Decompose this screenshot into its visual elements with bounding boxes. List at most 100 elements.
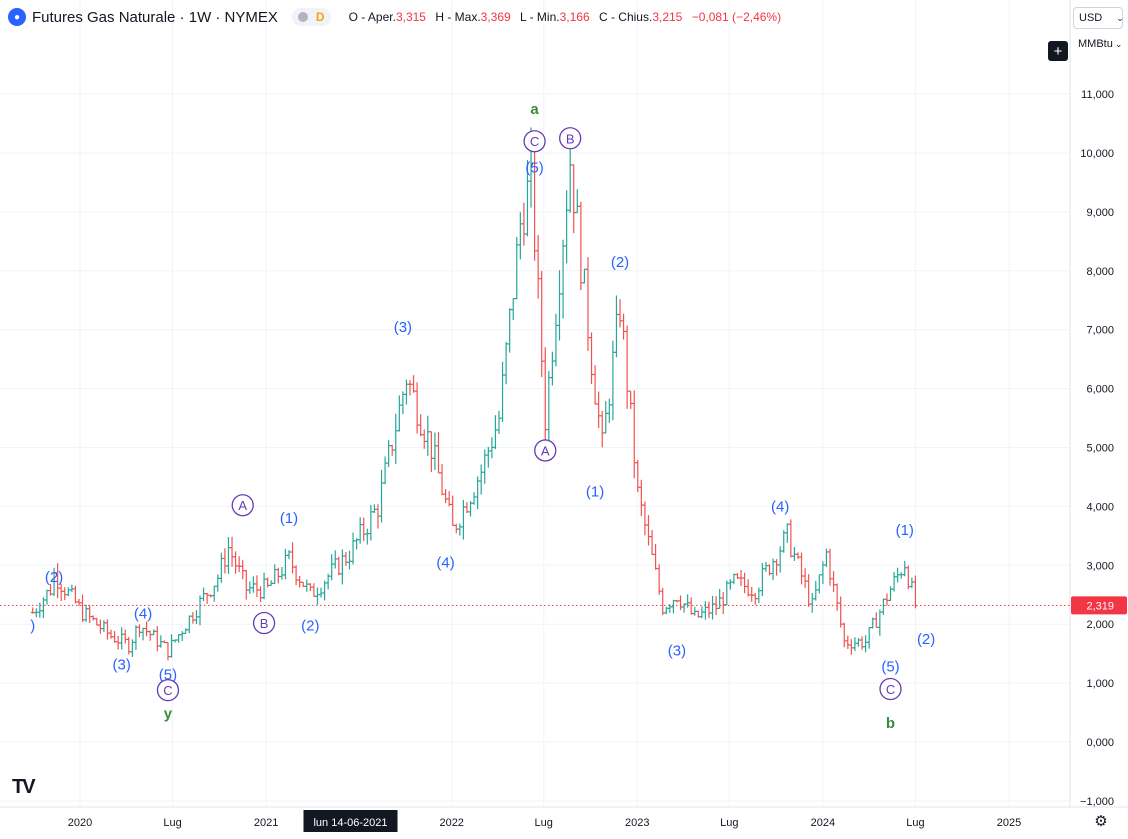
ohlc-bar <box>208 594 213 598</box>
ohlc-bar <box>664 606 669 615</box>
wave-label-text: (4) <box>134 606 152 623</box>
ohlc-bar <box>230 536 235 567</box>
ohlc-bar <box>116 635 121 650</box>
high-value: 3,369 <box>480 10 511 24</box>
ohlc-bar <box>443 489 448 503</box>
ohlc-bar <box>472 492 477 505</box>
ohlc-bar <box>130 639 135 658</box>
ohlc-bar <box>447 491 452 507</box>
wave-circle <box>559 127 582 150</box>
ohlc-bar <box>162 640 167 644</box>
wave-circle <box>231 494 254 517</box>
price-tick-label: 9,000 <box>1086 207 1114 219</box>
ohlc-bar <box>244 569 249 600</box>
ohlc-bar <box>425 415 430 456</box>
wave-label-text: (3) <box>668 643 686 660</box>
add-plus-icon[interactable]: + <box>1048 41 1068 61</box>
chart-legend: ● Futures Gas Naturale · 1W · NYMEX D O … <box>8 6 787 28</box>
ohlc-bar <box>418 414 423 437</box>
ohlc-bar <box>546 370 551 442</box>
wave-label: (3) <box>113 656 131 673</box>
ohlc-bar <box>849 639 854 655</box>
ohlc-bar <box>721 591 726 615</box>
tradingview-logo-icon[interactable]: TV <box>12 776 36 798</box>
ohlc-bar <box>91 615 96 621</box>
ohlc-bar <box>835 583 840 611</box>
wave-label: (1) <box>896 522 914 539</box>
ohlc-bar <box>650 529 655 555</box>
ohlc-bar <box>176 634 181 643</box>
ohlc-bar <box>746 579 751 597</box>
wave-circle <box>879 677 902 701</box>
wave-label: (5) <box>525 160 543 177</box>
price-tick-label: 8,000 <box>1086 266 1114 278</box>
ohlc-bar <box>283 548 288 580</box>
ohlc-bar <box>635 459 640 493</box>
ohlc-bar <box>852 637 857 651</box>
ohlc-bar <box>657 564 662 595</box>
symbol-title[interactable]: Futures Gas Naturale · 1W · NYMEX <box>32 8 278 26</box>
ohlc-bar <box>290 542 295 574</box>
ohlc-bar <box>906 565 911 590</box>
wave-label: A <box>534 439 557 462</box>
ohlc-bar <box>155 626 160 652</box>
ohlc-bar <box>440 464 445 496</box>
ohlc-bar <box>561 239 566 319</box>
gear-icon[interactable]: ⚙ <box>1094 813 1108 830</box>
ohlc-bar <box>226 537 231 574</box>
ohlc-bar <box>475 476 480 510</box>
ohlc-bar <box>564 190 569 264</box>
wave-label-text: C <box>530 134 539 149</box>
ohlc-bar <box>408 380 413 396</box>
ohlc-bar <box>895 567 900 583</box>
high-label: H - Max. <box>435 10 481 24</box>
ohlc-bar <box>326 573 331 590</box>
interval-pill[interactable]: D <box>291 8 331 26</box>
ohlc-bar <box>34 608 39 618</box>
ohlc-bar <box>824 548 829 567</box>
wave-label: (2) <box>301 617 319 634</box>
currency-button[interactable]: USD ⌄ <box>1073 7 1124 29</box>
ohlc-bar <box>44 589 49 605</box>
ohlc-bar <box>621 313 626 340</box>
ohlc-bar <box>98 619 103 634</box>
ohlc-bar <box>109 629 114 639</box>
ohlc-bar <box>845 635 850 649</box>
wave-label: (4) <box>771 498 789 515</box>
ohlc-bar <box>294 565 299 586</box>
ohlc-bar <box>731 573 736 585</box>
ohlc-bar <box>486 446 491 468</box>
wave-label: C <box>523 130 546 153</box>
time-tick-label: 2021 <box>254 817 278 829</box>
ohlc-bar <box>361 517 366 542</box>
unit-button[interactable]: MMBtu ⌄ <box>1073 33 1123 55</box>
ohlc-bar <box>101 620 106 633</box>
ohlc-bar <box>682 603 687 613</box>
price-tick-label: 6,000 <box>1086 384 1114 396</box>
time-tick-label: Lug <box>535 817 553 829</box>
ohlc-bar <box>867 626 872 649</box>
ohlc-bar <box>87 605 92 624</box>
ohlc-bar <box>785 523 790 543</box>
price-tick-label: 10,000 <box>1080 148 1114 160</box>
ohlc-bar <box>596 391 601 428</box>
wave-label: (2) <box>45 569 63 586</box>
ohlc-bar <box>493 415 498 450</box>
ohlc-bar <box>536 234 541 299</box>
wave-circle <box>156 679 180 702</box>
ohlc-bar <box>254 575 259 598</box>
ohlc-bar <box>500 361 505 422</box>
ohlc-bar <box>66 587 71 597</box>
crosshair-date-bg <box>303 810 398 832</box>
time-tick-label: 2020 <box>68 817 92 829</box>
ohlc-bar <box>539 270 544 378</box>
eye-icon[interactable] <box>297 12 308 22</box>
wave-circle <box>534 439 557 462</box>
price-tick-label: 7,000 <box>1086 325 1114 337</box>
wave-label: A <box>231 494 254 517</box>
wave-label: (3) <box>394 319 412 336</box>
ohlc-bar <box>593 365 598 405</box>
ohlc-bar <box>84 604 89 622</box>
wave-label-text: (5) <box>881 659 899 676</box>
